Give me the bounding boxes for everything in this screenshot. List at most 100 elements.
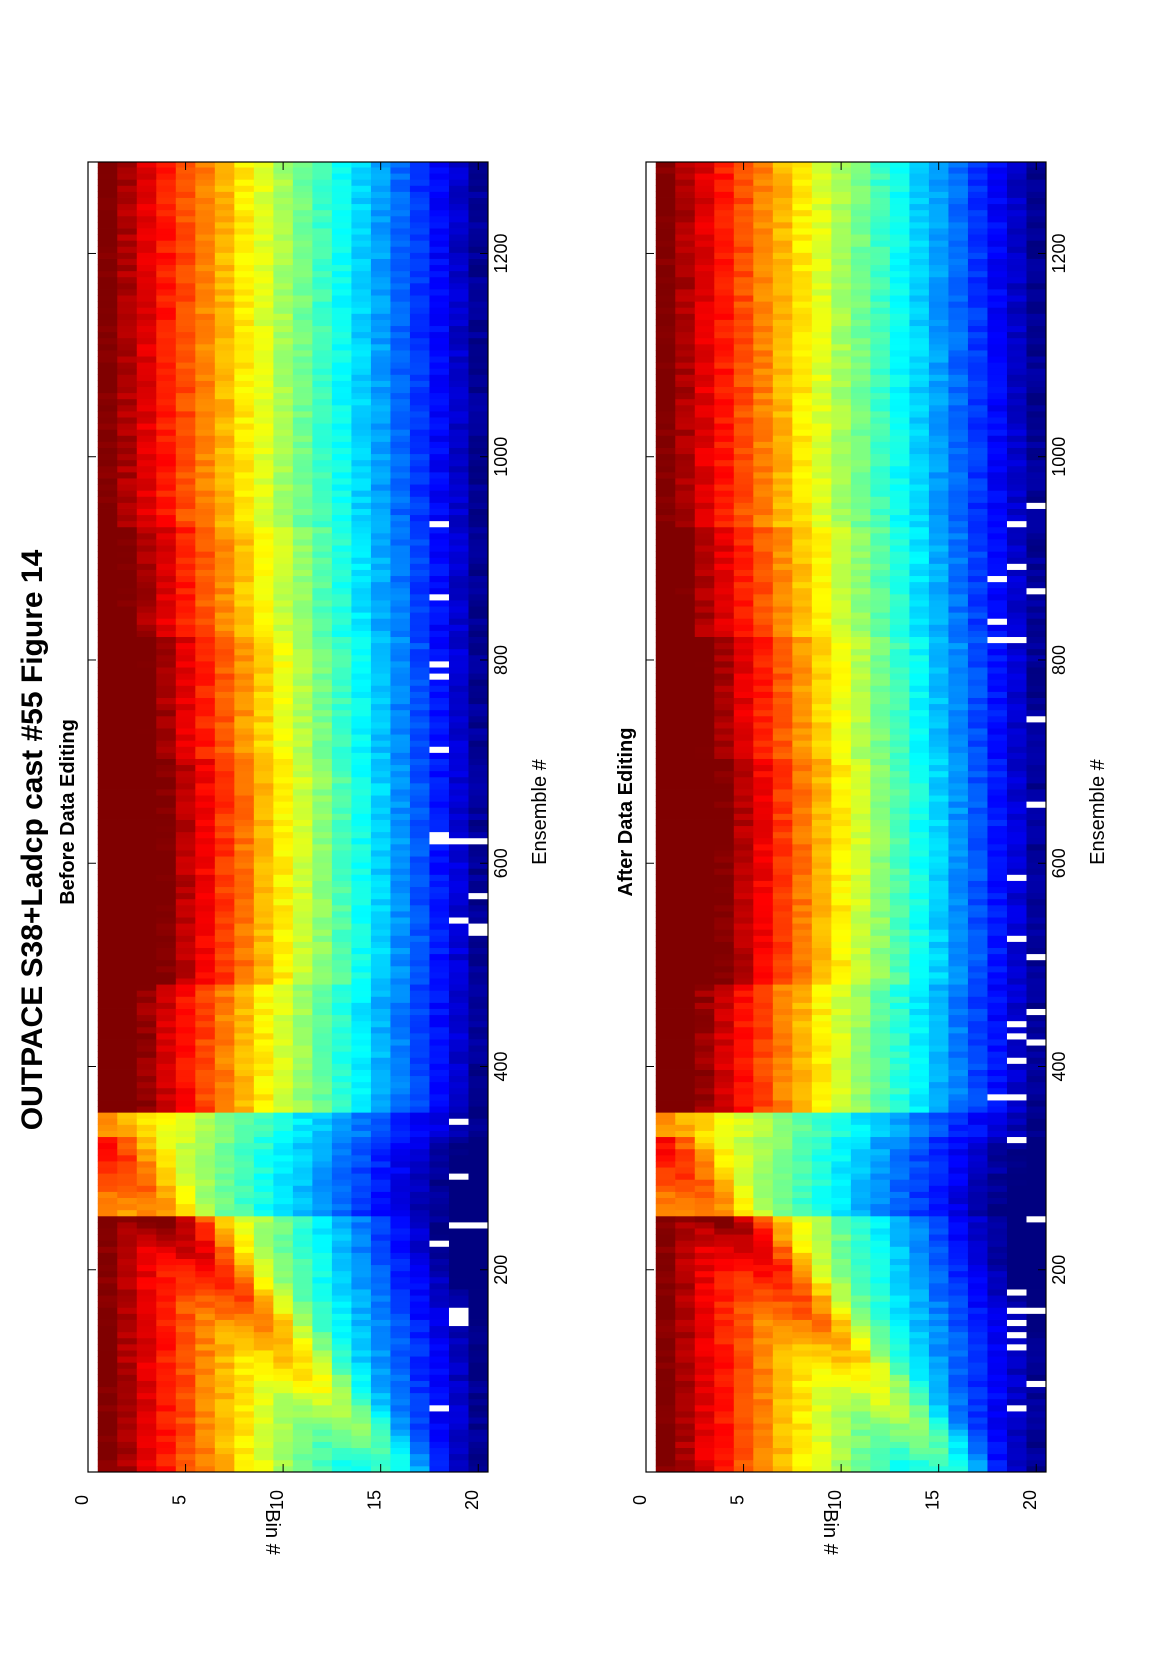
heatmap-cell: [655, 593, 676, 601]
heatmap-cell: [136, 911, 157, 918]
heatmap-cell: [675, 734, 696, 741]
heatmap-cell: [655, 1441, 676, 1449]
heatmap-cell: [409, 1154, 430, 1162]
heatmap-cell: [175, 782, 196, 790]
heatmap-cell: [253, 600, 274, 607]
heatmap-cell: [655, 953, 676, 961]
heatmap-cell: [312, 1301, 333, 1308]
heatmap-cell: [331, 1112, 352, 1119]
heatmap-cell: [655, 978, 676, 985]
heatmap-cell: [312, 1124, 333, 1131]
heatmap-cell: [675, 1093, 696, 1101]
heatmap-cell: [429, 904, 450, 912]
heatmap-cell: [694, 508, 715, 516]
heatmap-cell: [292, 1039, 313, 1046]
heatmap-cell: [655, 173, 676, 180]
heatmap-cell: [694, 557, 715, 564]
heatmap-cell: [429, 734, 450, 741]
heatmap-cell: [694, 1081, 715, 1089]
heatmap-cell: [675, 1465, 696, 1473]
heatmap-cell: [214, 526, 235, 534]
heatmap-cell: [117, 362, 138, 369]
heatmap-cell: [97, 734, 118, 741]
heatmap-cell: [390, 874, 411, 881]
heatmap-cell: [292, 258, 313, 266]
heatmap-cell: [429, 819, 450, 827]
heatmap-cell: [156, 167, 177, 174]
heatmap-cell: [214, 1197, 235, 1205]
heatmap-cell: [331, 850, 352, 857]
heatmap-cell: [117, 813, 138, 820]
heatmap-cell: [136, 1282, 157, 1290]
heatmap-cell: [390, 697, 411, 705]
heatmap-cell: [312, 965, 333, 973]
heatmap-cell: [331, 252, 352, 259]
heatmap-cell: [331, 1362, 352, 1369]
heatmap-cell: [390, 1002, 411, 1009]
heatmap-cell: [675, 1374, 696, 1381]
heatmap-cell: [409, 856, 430, 863]
heatmap-cell: [351, 959, 372, 967]
heatmap-cell: [97, 624, 118, 631]
heatmap-cell: [195, 1398, 216, 1406]
heatmap-cell: [273, 215, 294, 223]
heatmap-cell: [253, 1118, 274, 1125]
heatmap-cell: [136, 795, 157, 802]
heatmap-cell: [331, 1209, 352, 1217]
heatmap-cell: [136, 191, 157, 198]
heatmap-cell: [448, 264, 469, 272]
heatmap-cell: [409, 1161, 430, 1168]
heatmap-cell: [97, 1417, 118, 1424]
heatmap-cell: [694, 374, 715, 381]
heatmap-cell: [97, 1411, 118, 1418]
heatmap-cell: [675, 1282, 696, 1290]
heatmap-cell: [694, 1435, 715, 1442]
heatmap-cell: [234, 642, 255, 650]
heatmap-cell: [331, 1374, 352, 1381]
heatmap-cell: [136, 173, 157, 180]
heatmap-cell: [136, 1258, 157, 1266]
heatmap-cell: [175, 167, 196, 174]
heatmap-cell: [655, 709, 676, 717]
heatmap-cell: [675, 465, 696, 473]
heatmap-cell: [390, 179, 411, 186]
heatmap-cell: [694, 831, 715, 839]
heatmap-cell: [694, 410, 715, 418]
heatmap-cell: [234, 600, 255, 607]
heatmap-cell: [351, 1301, 372, 1308]
heatmap-cell: [370, 1215, 391, 1223]
heatmap-cell: [214, 642, 235, 650]
heatmap-cell: [136, 563, 157, 570]
heatmap-cell: [390, 1276, 411, 1284]
heatmap-cell: [195, 459, 216, 467]
heatmap-cell: [136, 1148, 157, 1156]
heatmap-cell: [655, 624, 676, 631]
heatmap-cell: [390, 1282, 411, 1290]
heatmap-cell: [351, 1185, 372, 1192]
heatmap-cell: [175, 276, 196, 284]
heatmap-cell: [655, 276, 676, 284]
x-axis-label: Ensemble #: [529, 758, 551, 864]
heatmap-cell: [97, 1319, 118, 1327]
heatmap-cell: [312, 325, 333, 333]
heatmap-cell: [409, 319, 430, 327]
heatmap-cell: [351, 1435, 372, 1442]
heatmap-cell: [370, 1087, 391, 1095]
heatmap-cell: [156, 1215, 177, 1223]
heatmap-cell: [390, 1032, 411, 1040]
heatmap-cell: [273, 551, 294, 558]
heatmap-cell: [409, 447, 430, 455]
heatmap-cell: [117, 831, 138, 839]
heatmap-cell: [331, 1008, 352, 1016]
heatmap-cell: [655, 1337, 676, 1345]
heatmap-cell: [117, 1392, 138, 1400]
heatmap-cell: [97, 1148, 118, 1156]
heatmap-cell: [136, 1020, 157, 1028]
heatmap-cell: [273, 563, 294, 570]
heatmap-cell: [292, 990, 313, 997]
heatmap-cell: [292, 1356, 313, 1363]
heatmap-cell: [655, 990, 676, 997]
heatmap-cell: [312, 1039, 333, 1046]
heatmap-cell: [468, 532, 489, 540]
heatmap-cell: [195, 1051, 216, 1058]
